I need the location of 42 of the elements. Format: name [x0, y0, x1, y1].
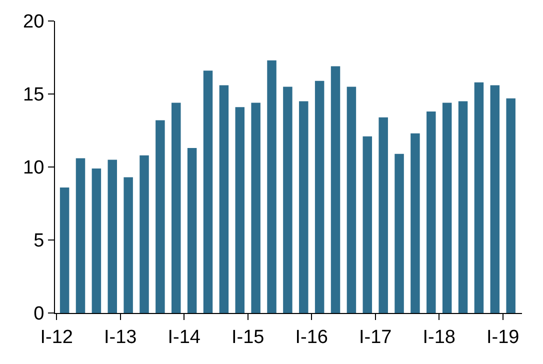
y-tick-label: 10 [23, 158, 44, 179]
bar [394, 154, 404, 313]
bar [267, 60, 276, 313]
bar [283, 86, 292, 313]
x-tick-label: I-15 [231, 326, 264, 348]
bar [219, 85, 229, 313]
bar [346, 86, 356, 313]
bar [362, 136, 372, 313]
x-tick-label: I-17 [358, 326, 392, 348]
x-tick-label: I-13 [104, 326, 137, 348]
bar [251, 102, 260, 313]
y-tick-label: 5 [34, 230, 44, 252]
bar [76, 158, 86, 313]
x-tick-label: I-12 [40, 326, 73, 348]
bar [92, 168, 102, 313]
bar [172, 102, 181, 313]
bar [314, 80, 324, 313]
bar [458, 101, 468, 313]
bar [187, 148, 197, 313]
bar [378, 117, 388, 313]
bar [60, 187, 70, 313]
x-tick-label: I-16 [295, 326, 328, 348]
bar [426, 112, 436, 313]
bar [490, 85, 500, 313]
bar [442, 102, 452, 313]
x-tick-label: I-19 [486, 326, 520, 348]
y-tick-label: 20 [23, 12, 44, 33]
bar [474, 82, 484, 313]
x-tick-label: I-14 [168, 326, 201, 348]
bar [299, 101, 308, 313]
bar [330, 66, 340, 313]
bar [235, 107, 245, 313]
y-tick-label: 0 [34, 304, 44, 325]
bar [108, 160, 117, 313]
bar [156, 120, 165, 313]
bar [124, 177, 133, 313]
y-tick-label: 15 [23, 84, 44, 106]
x-tick-label: I-18 [422, 326, 456, 348]
bar [506, 98, 516, 313]
bar [140, 155, 149, 313]
bar [203, 70, 213, 313]
bar [410, 133, 420, 313]
